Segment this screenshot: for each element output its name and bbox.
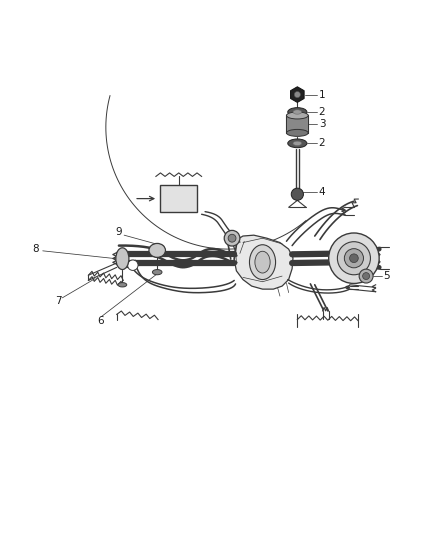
Ellipse shape bbox=[293, 110, 302, 114]
Circle shape bbox=[344, 249, 364, 268]
Ellipse shape bbox=[118, 282, 127, 287]
Text: 3: 3 bbox=[319, 119, 325, 129]
Circle shape bbox=[359, 269, 373, 283]
Circle shape bbox=[350, 254, 358, 263]
Ellipse shape bbox=[293, 141, 302, 146]
Ellipse shape bbox=[250, 245, 276, 279]
Ellipse shape bbox=[288, 108, 307, 116]
Text: 5: 5 bbox=[384, 271, 390, 281]
Ellipse shape bbox=[286, 112, 308, 119]
Polygon shape bbox=[232, 235, 293, 289]
Text: 1: 1 bbox=[319, 90, 325, 100]
Text: 7: 7 bbox=[55, 296, 61, 306]
Polygon shape bbox=[290, 87, 304, 102]
Text: 4: 4 bbox=[319, 187, 325, 197]
Circle shape bbox=[337, 241, 371, 275]
Text: 9: 9 bbox=[116, 227, 122, 237]
Circle shape bbox=[328, 233, 379, 284]
Text: 6: 6 bbox=[97, 316, 104, 326]
Ellipse shape bbox=[116, 248, 129, 270]
Text: 2: 2 bbox=[319, 139, 325, 148]
Ellipse shape bbox=[288, 139, 307, 148]
Circle shape bbox=[294, 92, 300, 98]
Ellipse shape bbox=[152, 270, 162, 275]
Circle shape bbox=[228, 235, 236, 242]
Circle shape bbox=[127, 260, 138, 270]
Circle shape bbox=[291, 188, 304, 200]
Circle shape bbox=[224, 230, 240, 246]
FancyBboxPatch shape bbox=[160, 185, 197, 212]
Text: 2: 2 bbox=[319, 107, 325, 117]
Circle shape bbox=[363, 272, 370, 279]
Text: 8: 8 bbox=[32, 244, 39, 254]
Ellipse shape bbox=[255, 251, 270, 273]
Ellipse shape bbox=[149, 244, 166, 257]
Ellipse shape bbox=[286, 130, 308, 136]
Bar bbox=[286, 116, 308, 133]
